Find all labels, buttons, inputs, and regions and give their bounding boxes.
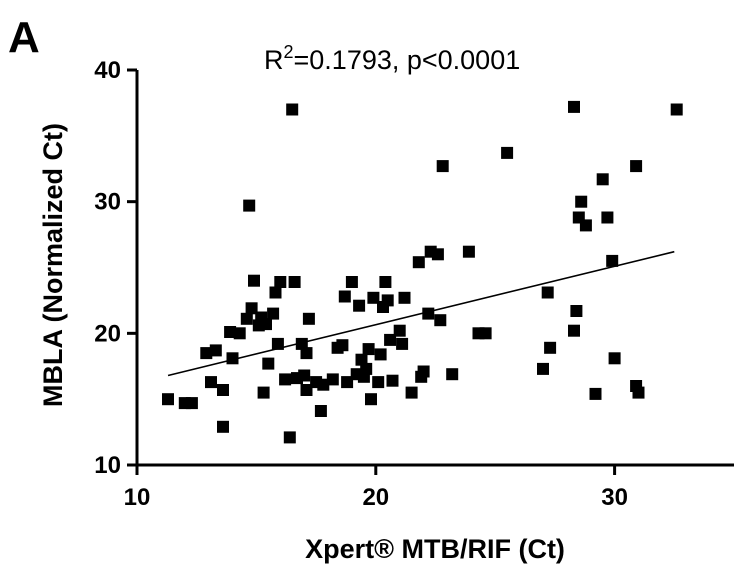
data-point	[537, 362, 549, 375]
stat-rest: =0.1793, p<0.0001	[294, 45, 521, 75]
y-axis-label: MBLA (Normalized Ct)	[38, 123, 68, 407]
data-point	[205, 376, 217, 389]
data-point	[269, 286, 282, 299]
data-point	[398, 291, 411, 304]
data-point	[630, 160, 643, 173]
data-point	[245, 302, 258, 315]
data-point	[434, 314, 447, 327]
data-point	[446, 368, 459, 381]
regression-line	[167, 250, 675, 377]
data-point	[601, 211, 614, 224]
data-point	[579, 219, 592, 232]
data-point	[362, 343, 375, 356]
data-point	[436, 160, 449, 173]
x-axis-label: Xpert® MTB/RIF (Ct)	[305, 534, 565, 564]
x-tick-label: 20	[362, 484, 389, 511]
data-point	[341, 376, 354, 389]
data-point	[541, 286, 554, 299]
data-point	[326, 373, 339, 386]
data-point	[267, 307, 280, 320]
data-point	[271, 337, 284, 350]
data-point	[606, 254, 619, 267]
data-point	[570, 305, 583, 317]
data-point	[279, 373, 292, 386]
stat-annotation: R2=0.1793, p<0.0001	[264, 42, 520, 75]
data-point	[670, 103, 683, 116]
x-tick-label: 30	[601, 484, 628, 511]
data-point	[257, 386, 270, 399]
data-point	[355, 353, 368, 366]
y-tick-label: 20	[94, 320, 121, 347]
data-point	[240, 312, 253, 325]
data-point	[353, 299, 366, 312]
data-point	[300, 347, 313, 360]
data-point	[412, 256, 425, 269]
data-point	[162, 393, 174, 406]
data-point	[544, 341, 557, 354]
data-point	[252, 319, 265, 332]
data-point	[365, 393, 377, 406]
data-point	[243, 199, 256, 212]
data-points	[162, 100, 683, 444]
data-point	[300, 384, 313, 396]
data-point	[286, 103, 299, 116]
data-point	[248, 274, 260, 287]
data-point	[224, 326, 237, 338]
y-tick-label: 30	[94, 189, 121, 216]
data-point	[384, 333, 397, 346]
data-point	[360, 362, 373, 375]
data-point	[393, 324, 406, 337]
data-point	[262, 357, 275, 370]
x-tick-label: 10	[124, 484, 151, 511]
data-point	[295, 337, 308, 350]
data-point	[283, 431, 296, 444]
data-point	[226, 352, 239, 365]
y-axis-ticks: 10 20 30 40	[94, 57, 137, 479]
y-tick-label: 10	[94, 452, 121, 479]
data-point	[302, 312, 315, 325]
data-point	[379, 276, 392, 288]
data-point	[200, 347, 213, 360]
data-point	[501, 146, 514, 159]
data-point	[396, 337, 409, 350]
x-axis-ticks: 10 20 30	[124, 465, 628, 511]
data-point	[314, 405, 327, 417]
data-point	[233, 327, 246, 340]
data-point	[381, 294, 394, 307]
data-point	[608, 352, 621, 365]
data-point	[374, 348, 387, 361]
data-point	[479, 327, 492, 340]
data-point	[596, 173, 609, 186]
data-point	[260, 318, 272, 331]
data-point	[298, 369, 311, 382]
data-point	[417, 365, 430, 378]
panel-label: A	[8, 13, 40, 62]
data-point	[589, 387, 602, 400]
data-point	[568, 324, 580, 337]
data-point	[405, 386, 418, 399]
data-point	[338, 290, 351, 303]
data-point	[367, 291, 380, 304]
data-point	[288, 276, 301, 288]
data-point	[575, 195, 588, 208]
stat-base: R	[264, 45, 284, 75]
data-point	[217, 420, 229, 433]
data-point	[462, 245, 475, 258]
data-point	[217, 384, 229, 396]
data-point	[317, 378, 330, 391]
data-point	[386, 374, 399, 387]
stat-superscript: 2	[284, 42, 294, 62]
data-point	[372, 376, 385, 389]
data-point	[568, 100, 580, 113]
data-point	[431, 248, 444, 261]
data-point	[345, 276, 358, 288]
data-point	[632, 386, 645, 399]
data-point	[336, 339, 349, 352]
data-point	[185, 397, 198, 410]
data-point	[274, 276, 287, 288]
y-tick-label: 40	[94, 57, 121, 84]
data-point	[209, 344, 222, 357]
